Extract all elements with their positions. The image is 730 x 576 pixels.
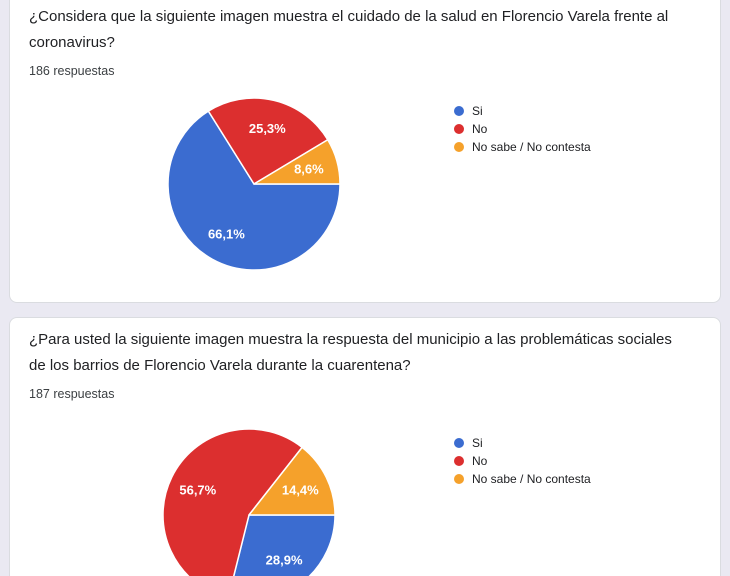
slice-value-label: 25,3% bbox=[249, 121, 286, 136]
legend-item-no: No bbox=[454, 452, 591, 470]
pie-slice-si[interactable] bbox=[228, 514, 336, 576]
legend-item-no: No bbox=[454, 120, 591, 138]
pie-slice-si[interactable] bbox=[167, 110, 341, 271]
question-card-1: ¿Considera que la siguiente imagen muest… bbox=[9, 0, 721, 303]
legend-label: No bbox=[472, 454, 488, 468]
question-title: ¿Considera que la siguiente imagen muest… bbox=[29, 8, 669, 51]
legend-color-dot bbox=[454, 474, 464, 484]
legend-label: No sabe / No contesta bbox=[472, 140, 591, 154]
legend-color-dot bbox=[454, 124, 464, 134]
legend-color-dot bbox=[454, 106, 464, 116]
slice-value-label: 56,7% bbox=[179, 482, 216, 497]
pie-slice-no[interactable] bbox=[162, 428, 303, 576]
pie-chart: 66,1% 25,3% 8,6% bbox=[167, 97, 341, 271]
chart-legend: Si No No sabe / No contesta bbox=[454, 434, 591, 488]
chart-legend: Si No No sabe / No contesta bbox=[454, 102, 591, 156]
slice-value-label: 28,9% bbox=[266, 552, 303, 567]
slice-value-label: 8,6% bbox=[294, 161, 324, 176]
pie-slice-no-sabe-no-contesta[interactable] bbox=[253, 139, 341, 185]
legend-label: No sabe / No contesta bbox=[472, 472, 591, 486]
legend-color-dot bbox=[454, 438, 464, 448]
pie-chart: 28,9% 56,7% 14,4% bbox=[162, 428, 336, 576]
question-card-2: ¿Para usted la siguiente imagen muestra … bbox=[9, 317, 721, 576]
legend-label: Si bbox=[472, 104, 483, 118]
responses-count: 187 respuestas bbox=[29, 387, 115, 401]
legend-item-si: Si bbox=[454, 434, 591, 452]
pie-slice-no[interactable] bbox=[207, 97, 329, 185]
pie-slice-no-sabe-no-contesta[interactable] bbox=[248, 446, 336, 516]
legend-item-no-sabe-no-contesta: No sabe / No contesta bbox=[454, 138, 591, 156]
legend-label: No bbox=[472, 122, 488, 136]
legend-label: Si bbox=[472, 436, 483, 450]
responses-count: 186 respuestas bbox=[29, 64, 115, 78]
legend-color-dot bbox=[454, 456, 464, 466]
legend-item-si: Si bbox=[454, 102, 591, 120]
slice-value-label: 66,1% bbox=[208, 226, 245, 241]
slice-value-label: 14,4% bbox=[282, 483, 319, 498]
question-title: ¿Para usted la siguiente imagen muestra … bbox=[29, 331, 672, 374]
legend-item-no-sabe-no-contesta: No sabe / No contesta bbox=[454, 470, 591, 488]
legend-color-dot bbox=[454, 142, 464, 152]
